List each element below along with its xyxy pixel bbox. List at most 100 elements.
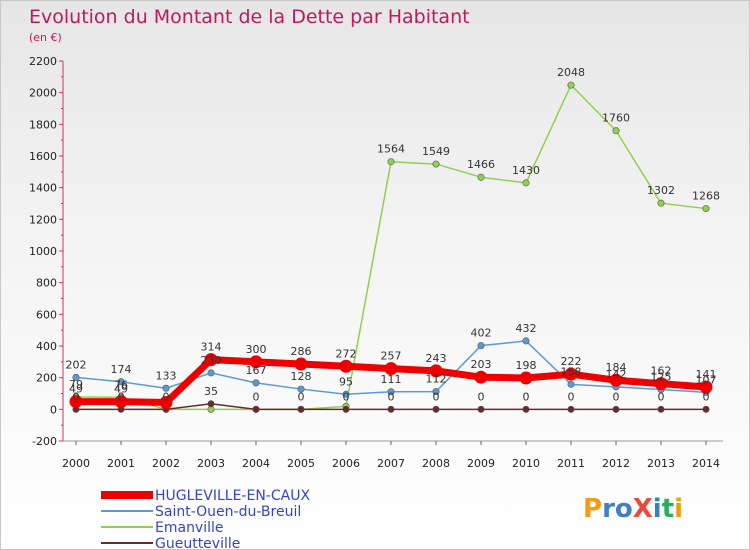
data-label-2: 1302 (647, 184, 675, 197)
data-label-2: 1466 (467, 158, 495, 171)
y-tick-label: 2200 (29, 55, 57, 68)
y-tick-label: 1000 (29, 245, 57, 258)
data-point-3 (612, 405, 620, 413)
logo-text: ProXiti (583, 494, 683, 524)
data-point-2 (702, 205, 710, 213)
data-label-3: 0 (568, 390, 575, 403)
data-point-0 (294, 357, 308, 371)
data-point-1 (162, 384, 170, 392)
proxiti-logo: ProXiti (583, 494, 683, 524)
data-label-0: 203 (471, 358, 492, 371)
data-point-1 (477, 342, 485, 350)
data-point-0 (654, 377, 668, 391)
data-point-1 (567, 380, 575, 388)
data-point-0 (609, 373, 623, 387)
data-point-3 (567, 405, 575, 413)
y-tick-label: 400 (36, 340, 57, 353)
y-tick-label: 1600 (29, 150, 57, 163)
data-point-0 (339, 359, 353, 373)
data-label-1: 107 (696, 373, 717, 386)
data-label-1: 142 (606, 368, 627, 381)
data-point-1 (72, 373, 80, 381)
x-tick-label: 2011 (557, 457, 585, 470)
data-label-0: 184 (606, 361, 627, 374)
data-label-2: 76 (114, 378, 128, 391)
data-label-2: 2048 (557, 66, 585, 79)
data-point-1 (252, 379, 260, 387)
data-label-2: 1564 (377, 143, 405, 156)
x-tick-label: 2010 (512, 457, 540, 470)
data-point-1 (207, 369, 215, 377)
y-tick-label: -200 (32, 435, 57, 448)
data-point-0 (699, 380, 713, 394)
data-label-3: 35 (204, 385, 218, 398)
axes: -200020040060080010001200140016001800200… (29, 55, 723, 470)
series-layer (69, 81, 713, 413)
legend-label-1: Saint-Ouen-du-Breuil (155, 504, 301, 520)
data-point-2 (522, 179, 530, 187)
data-point-3 (387, 405, 395, 413)
data-point-0 (564, 367, 578, 381)
data-labels: 49 49 314 300 286 272 257 243 203 198 222 184 162 141… (66, 66, 721, 403)
data-label-1: 432 (516, 322, 537, 335)
x-tick-label: 2005 (287, 457, 315, 470)
data-point-0 (474, 370, 488, 384)
data-label-2: 1268 (692, 190, 720, 203)
data-label-1: 167 (246, 364, 267, 377)
data-point-3 (297, 405, 305, 413)
data-point-0 (204, 353, 218, 367)
data-label-1: 112 (426, 373, 447, 386)
data-point-0 (519, 371, 533, 385)
data-label-2: 1430 (512, 164, 540, 177)
data-point-1 (342, 390, 350, 398)
data-point-1 (117, 378, 125, 386)
data-label-3: 0 (253, 390, 260, 403)
data-point-0 (69, 395, 83, 409)
x-tick-label: 2003 (197, 457, 225, 470)
data-label-0: 314 (201, 341, 222, 354)
data-label-3: 0 (388, 390, 395, 403)
data-label-2: 1549 (422, 145, 450, 158)
x-tick-label: 2014 (692, 457, 720, 470)
data-point-3 (432, 405, 440, 413)
data-label-1: 133 (156, 369, 177, 382)
x-tick-label: 2004 (242, 457, 270, 470)
data-point-3 (207, 400, 215, 408)
x-tick-label: 2002 (152, 457, 180, 470)
data-point-1 (432, 388, 440, 396)
x-tick-label: 2001 (107, 457, 135, 470)
chart-subtitle: (en €) (29, 31, 62, 44)
data-label-0: 49 (114, 383, 128, 396)
data-label-3: 0 (523, 390, 530, 403)
y-tick-label: 2000 (29, 87, 57, 100)
x-tick-label: 2013 (647, 457, 675, 470)
data-point-1 (297, 385, 305, 393)
data-label-1: 125 (651, 371, 672, 384)
data-point-3 (702, 405, 710, 413)
data-label-3: 0 (658, 390, 665, 403)
data-point-3 (342, 405, 350, 413)
legend-label-0: HUGLEVILLE-EN-CAUX (155, 488, 310, 504)
data-label-3: 0 (478, 390, 485, 403)
data-point-2 (432, 160, 440, 168)
data-label-3: 0 (433, 390, 440, 403)
data-label-3: 0 (613, 390, 620, 403)
data-label-1: 202 (66, 358, 87, 371)
data-label-1: 402 (471, 327, 492, 340)
legend-label-3: Gueutteville (155, 536, 240, 549)
data-point-3 (477, 405, 485, 413)
data-point-2 (657, 199, 665, 207)
x-tick-label: 2008 (422, 457, 450, 470)
y-tick-label: 800 (36, 277, 57, 290)
chart-title: Evolution du Montant de la Dette par Hab… (29, 6, 470, 28)
legend-label-2: Emanville (155, 520, 224, 536)
data-label-3: 0 (73, 390, 80, 403)
data-point-0 (249, 355, 263, 369)
data-point-3 (522, 405, 530, 413)
y-tick-label: 1200 (29, 213, 57, 226)
data-point-2 (567, 81, 575, 89)
data-point-3 (657, 405, 665, 413)
y-tick-label: 1400 (29, 182, 57, 195)
data-point-1 (522, 337, 530, 345)
